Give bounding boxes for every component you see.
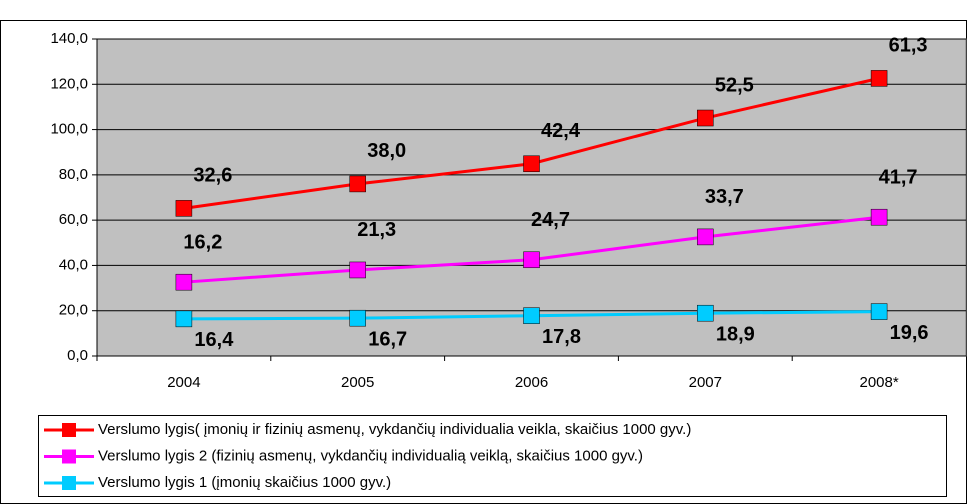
data-label: 18,9 [716,323,755,345]
data-label: 24,7 [531,209,570,231]
marker [870,303,888,320]
data-label: 42,4 [541,120,581,142]
legend-label: Verslumo lygis 1 (įmonių skaičius 1000 g… [98,474,391,491]
y-tick-label: 20,0 [59,302,88,319]
y-tick-label: 80,0 [59,166,88,183]
legend-label: Verslumo lygis( įmonių ir fizinių asmenų… [98,421,691,438]
y-tick-label: 60,0 [59,211,88,228]
data-label: 52,5 [715,74,754,96]
marker [870,70,888,87]
x-tick-label: 2007 [689,374,722,391]
data-label: 21,3 [357,219,396,241]
data-label: 33,7 [705,186,744,208]
y-tick-label: 0,0 [67,347,88,364]
data-label: 38,0 [367,140,406,162]
y-tick-label: 140,0 [50,30,88,47]
y-tick-label: 120,0 [50,75,88,92]
marker [697,228,714,246]
marker [175,200,193,217]
legend-marker [62,449,76,464]
y-tick-label: 100,0 [50,121,88,138]
x-tick-label: 2005 [341,374,374,391]
marker [349,309,366,327]
marker [697,304,714,322]
data-label: 41,7 [879,166,918,188]
legend-marker [62,476,76,490]
data-label: 16,4 [194,329,234,351]
data-label: 17,8 [542,326,581,348]
legend-label: Verslumo lygis 2 (fizinių asmenų, vykdan… [98,447,643,464]
x-tick-label: 2004 [167,374,200,391]
marker [523,251,540,269]
y-tick-label: 40,0 [59,256,88,273]
data-label: 16,7 [368,328,407,350]
x-tick-label: 2006 [515,374,548,391]
marker [349,175,366,193]
marker [697,109,714,127]
marker [870,208,888,226]
marker [523,307,540,324]
data-label: 61,3 [889,35,928,57]
data-label: 19,6 [890,322,929,344]
marker [349,261,366,279]
legend-box [38,415,947,497]
marker [175,310,193,328]
data-label: 32,6 [193,165,232,187]
legend-marker [62,423,76,437]
marker [523,155,540,173]
x-tick-label: 2008* [859,374,898,391]
data-label: 16,2 [183,231,222,253]
marker [175,273,193,291]
